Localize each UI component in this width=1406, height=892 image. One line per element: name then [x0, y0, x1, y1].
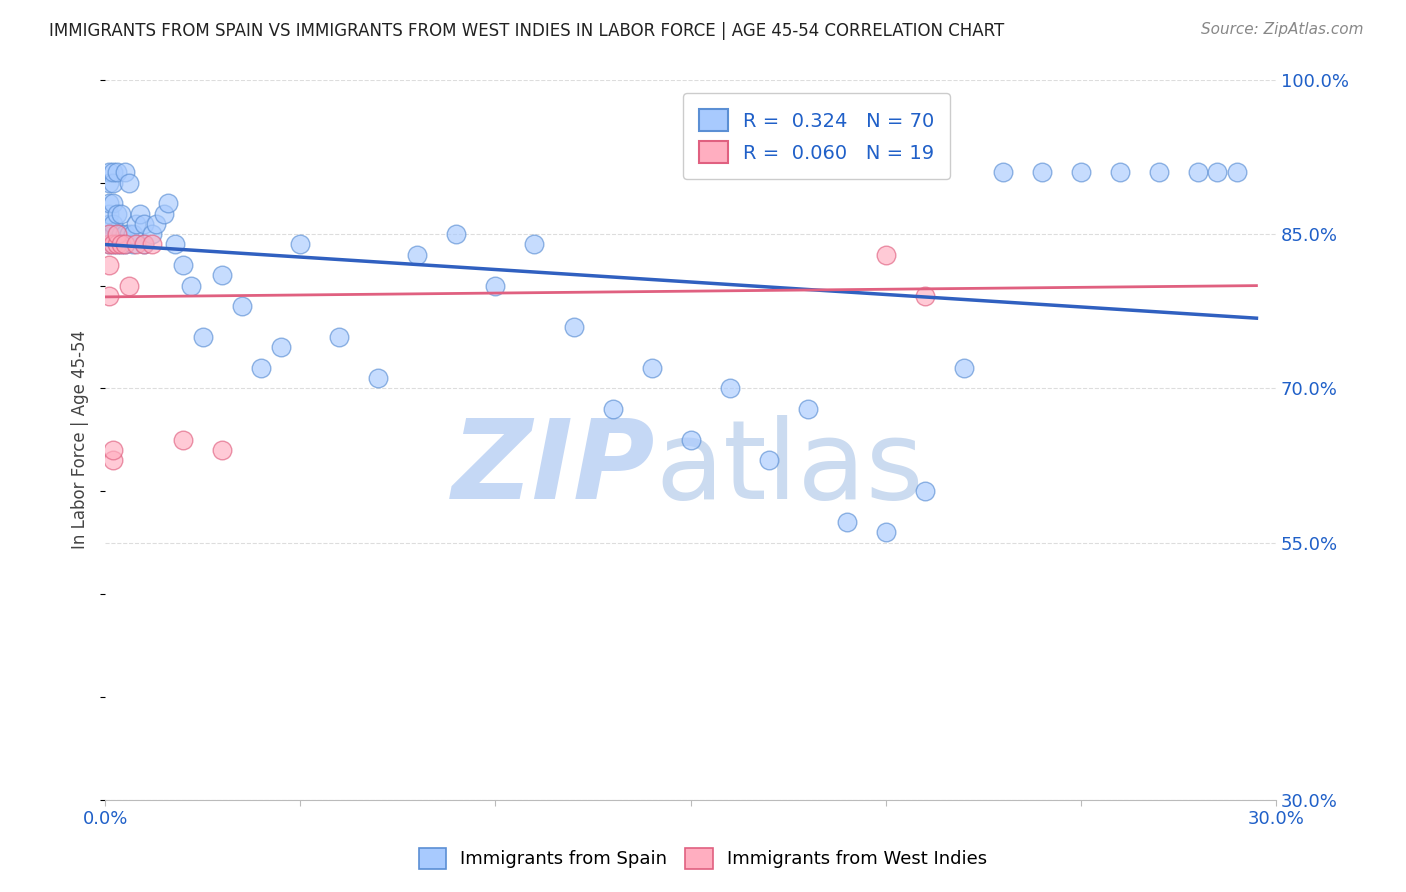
Point	[114, 227, 136, 242]
Point	[101, 165, 124, 179]
Point	[110, 206, 132, 220]
Point	[105, 206, 128, 220]
Point	[1226, 165, 1249, 179]
Text: IMMIGRANTS FROM SPAIN VS IMMIGRANTS FROM WEST INDIES IN LABOR FORCE | AGE 45-54 : IMMIGRANTS FROM SPAIN VS IMMIGRANTS FROM…	[49, 22, 1004, 40]
Point	[125, 237, 148, 252]
Point	[134, 217, 156, 231]
Point	[152, 206, 174, 220]
Point	[101, 217, 124, 231]
Point	[1187, 165, 1209, 179]
Point	[98, 227, 121, 242]
Point	[110, 237, 132, 252]
Point	[141, 227, 163, 242]
Point	[640, 360, 662, 375]
Point	[105, 237, 128, 252]
Point	[98, 258, 121, 272]
Point	[914, 484, 936, 499]
Point	[406, 248, 429, 262]
Point	[367, 371, 389, 385]
Point	[523, 237, 546, 252]
Point	[101, 227, 124, 242]
Point	[101, 443, 124, 458]
Point	[172, 433, 194, 447]
Point	[796, 401, 818, 416]
Point	[1147, 165, 1170, 179]
Point	[562, 319, 585, 334]
Point	[165, 237, 187, 252]
Point	[952, 360, 974, 375]
Point	[98, 196, 121, 211]
Text: atlas: atlas	[655, 415, 924, 522]
Point	[180, 278, 202, 293]
Point	[125, 217, 148, 231]
Point	[110, 227, 132, 242]
Point	[446, 227, 468, 242]
Point	[98, 165, 121, 179]
Point	[129, 206, 152, 220]
Legend: Immigrants from Spain, Immigrants from West Indies: Immigrants from Spain, Immigrants from W…	[412, 840, 994, 876]
Point	[156, 196, 179, 211]
Point	[718, 381, 741, 395]
Point	[121, 237, 143, 252]
Point	[105, 227, 128, 242]
Text: Source: ZipAtlas.com: Source: ZipAtlas.com	[1201, 22, 1364, 37]
Point	[114, 237, 136, 252]
Point	[117, 227, 139, 242]
Point	[134, 237, 156, 252]
Point	[98, 176, 121, 190]
Point	[134, 237, 156, 252]
Point	[101, 176, 124, 190]
Point	[484, 278, 506, 293]
Point	[101, 453, 124, 467]
Point	[98, 206, 121, 220]
Point	[991, 165, 1014, 179]
Point	[1070, 165, 1092, 179]
Point	[875, 248, 897, 262]
Y-axis label: In Labor Force | Age 45-54: In Labor Force | Age 45-54	[72, 330, 89, 549]
Point	[110, 237, 132, 252]
Point	[1206, 165, 1229, 179]
Point	[114, 165, 136, 179]
Point	[98, 217, 121, 231]
Point	[101, 237, 124, 252]
Point	[172, 258, 194, 272]
Point	[758, 453, 780, 467]
Point	[105, 237, 128, 252]
Point	[875, 525, 897, 540]
Point	[98, 227, 121, 242]
Point	[328, 330, 350, 344]
Point	[1031, 165, 1053, 179]
Point	[602, 401, 624, 416]
Point	[98, 237, 121, 252]
Text: ZIP: ZIP	[451, 415, 655, 522]
Point	[211, 268, 233, 283]
Point	[270, 340, 292, 354]
Point	[117, 176, 139, 190]
Point	[121, 227, 143, 242]
Point	[145, 217, 167, 231]
Point	[211, 443, 233, 458]
Point	[141, 237, 163, 252]
Point	[98, 289, 121, 303]
Point	[1108, 165, 1130, 179]
Point	[105, 227, 128, 242]
Point	[835, 515, 858, 529]
Point	[191, 330, 214, 344]
Point	[114, 237, 136, 252]
Point	[98, 237, 121, 252]
Point	[101, 237, 124, 252]
Point	[290, 237, 312, 252]
Point	[679, 433, 702, 447]
Point	[98, 227, 121, 242]
Point	[105, 165, 128, 179]
Point	[231, 299, 253, 313]
Legend: R =  0.324   N = 70, R =  0.060   N = 19: R = 0.324 N = 70, R = 0.060 N = 19	[683, 94, 950, 179]
Point	[101, 196, 124, 211]
Point	[250, 360, 273, 375]
Point	[914, 289, 936, 303]
Point	[117, 278, 139, 293]
